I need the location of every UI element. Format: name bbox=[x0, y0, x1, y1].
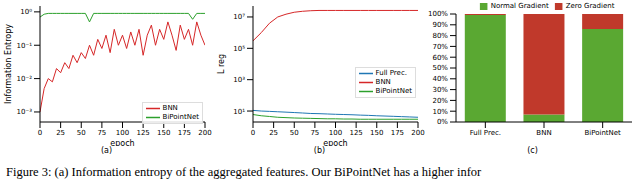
html-text:(c): (c) bbox=[527, 146, 538, 155]
svg-text:Information Entropy: Information Entropy bbox=[8, 24, 13, 104]
svg-text:10⁻²: 10⁻² bbox=[17, 75, 33, 83]
html-text:BiPointNet: BiPointNet bbox=[162, 113, 199, 121]
svg-text:10⁰: 10⁰ bbox=[20, 8, 32, 16]
svg-text:20%: 20% bbox=[432, 97, 448, 105]
svg-text:0: 0 bbox=[251, 129, 255, 137]
svg-text:epoch: epoch bbox=[323, 139, 347, 146]
svg-text:25: 25 bbox=[269, 129, 278, 137]
svg-text:BNN: BNN bbox=[536, 129, 551, 137]
svg-text:100%: 100% bbox=[428, 10, 448, 18]
html-text:Zero Gradient: Zero Gradient bbox=[565, 2, 615, 10]
svg-text:80%: 80% bbox=[432, 32, 448, 40]
svg-text:10¹: 10¹ bbox=[233, 108, 245, 116]
svg-text:0%: 0% bbox=[437, 118, 448, 126]
html-text:Full Prec.: Full Prec. bbox=[375, 69, 407, 78]
svg-text:100: 100 bbox=[116, 129, 129, 137]
svg-text:25: 25 bbox=[56, 129, 65, 137]
svg-text:75: 75 bbox=[310, 129, 319, 137]
svg-text:50%: 50% bbox=[432, 64, 448, 72]
svg-text:70%: 70% bbox=[432, 43, 448, 51]
svg-text:50: 50 bbox=[77, 129, 86, 137]
svg-text:10⁻¹: 10⁻¹ bbox=[17, 42, 33, 50]
svg-text:150: 150 bbox=[370, 129, 383, 137]
html-text:(a): (a) bbox=[100, 146, 113, 155]
svg-text:75: 75 bbox=[97, 129, 106, 137]
svg-text:200: 200 bbox=[411, 129, 424, 137]
svg-text:10³: 10³ bbox=[233, 76, 245, 84]
svg-text:BiPointNet: BiPointNet bbox=[584, 129, 621, 137]
svg-text:10⁻³: 10⁻³ bbox=[17, 108, 33, 116]
svg-text:0: 0 bbox=[38, 129, 42, 137]
svg-text:125: 125 bbox=[349, 129, 362, 137]
svg-text:50: 50 bbox=[290, 129, 299, 137]
svg-text:150: 150 bbox=[157, 129, 170, 137]
html-text:BiPointNet: BiPointNet bbox=[375, 87, 412, 96]
html-text:BNN: BNN bbox=[162, 104, 178, 112]
html-text:(b): (b) bbox=[313, 146, 326, 155]
svg-text:90%: 90% bbox=[432, 21, 448, 29]
svg-text:10⁵: 10⁵ bbox=[233, 45, 245, 53]
html-text:Normal Gradient: Normal Gradient bbox=[490, 2, 549, 10]
svg-text:60%: 60% bbox=[432, 54, 448, 62]
svg-text:Full Prec.: Full Prec. bbox=[470, 129, 501, 137]
svg-text:epoch: epoch bbox=[110, 139, 134, 146]
svg-text:30%: 30% bbox=[432, 86, 448, 94]
svg-text:200: 200 bbox=[198, 129, 211, 137]
html-text:Figure 3: (a) Information entr: Figure 3: (a) Information entropy of the… bbox=[6, 165, 482, 179]
svg-text:175: 175 bbox=[391, 129, 404, 137]
svg-text:10⁷: 10⁷ bbox=[233, 13, 245, 21]
svg-text:175: 175 bbox=[178, 129, 191, 137]
svg-text:125: 125 bbox=[136, 129, 149, 137]
html-text:BNN: BNN bbox=[375, 78, 391, 87]
svg-text:100: 100 bbox=[329, 129, 342, 137]
svg-text:L reg: L reg bbox=[217, 54, 226, 74]
svg-text:40%: 40% bbox=[432, 75, 448, 83]
svg-text:10%: 10% bbox=[432, 108, 448, 116]
